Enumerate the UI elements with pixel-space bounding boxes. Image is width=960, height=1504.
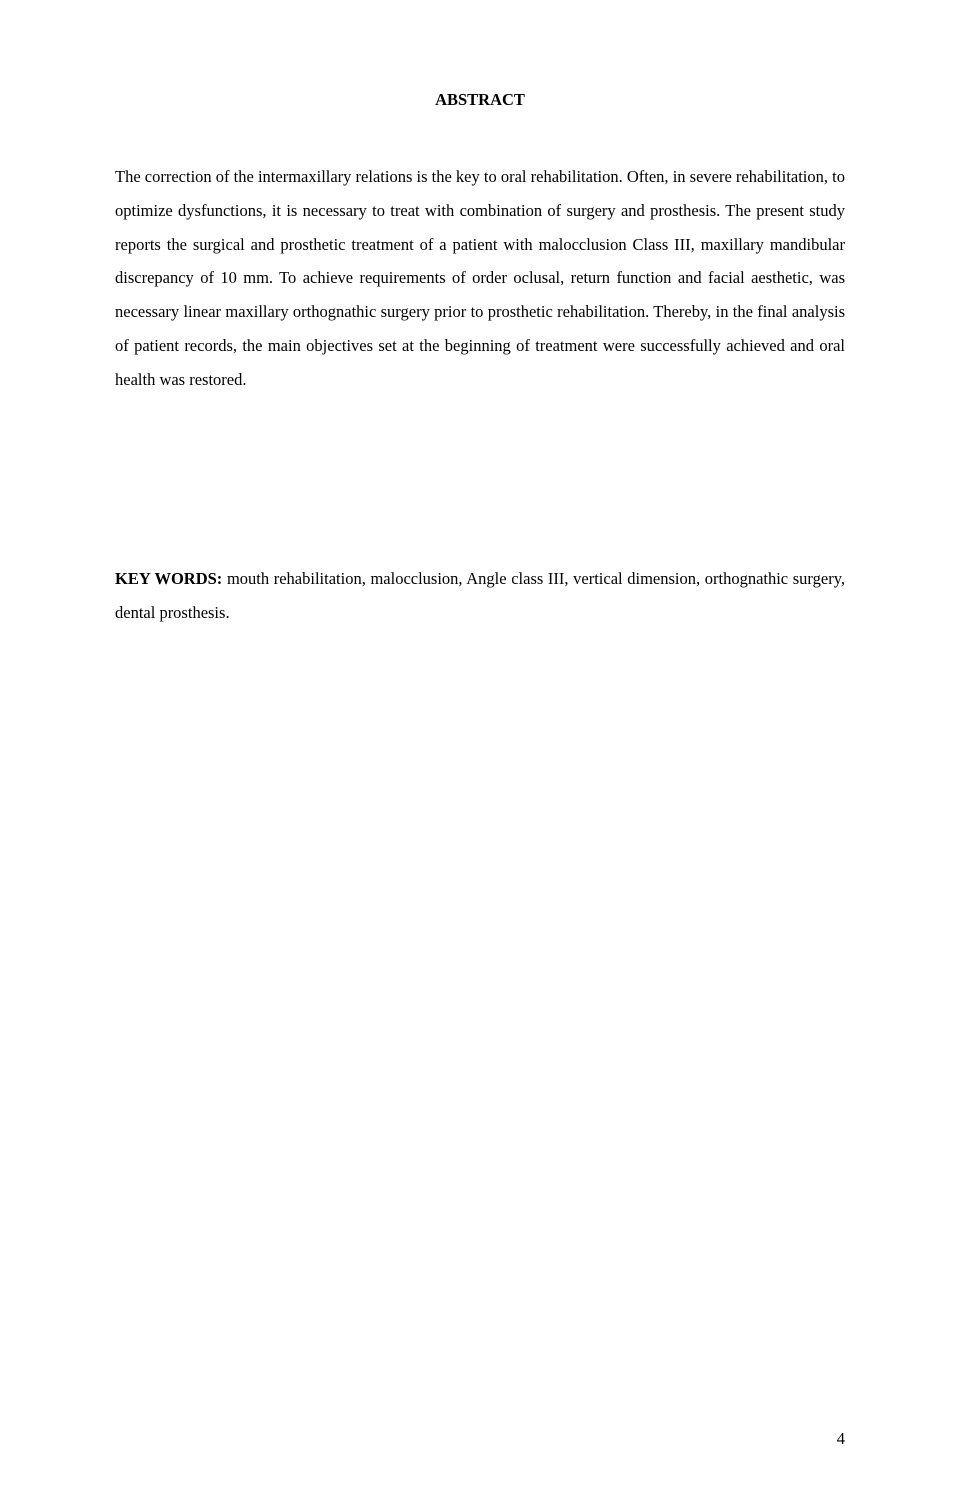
page-number: 4	[837, 1429, 845, 1449]
keywords-label: KEY WORDS:	[115, 569, 222, 588]
keywords-section: KEY WORDS: mouth rehabilitation, maloccl…	[115, 562, 845, 630]
abstract-body: The correction of the intermaxillary rel…	[115, 160, 845, 397]
abstract-title: ABSTRACT	[115, 90, 845, 110]
keywords-text: mouth rehabilitation, malocclusion, Angl…	[115, 569, 845, 622]
